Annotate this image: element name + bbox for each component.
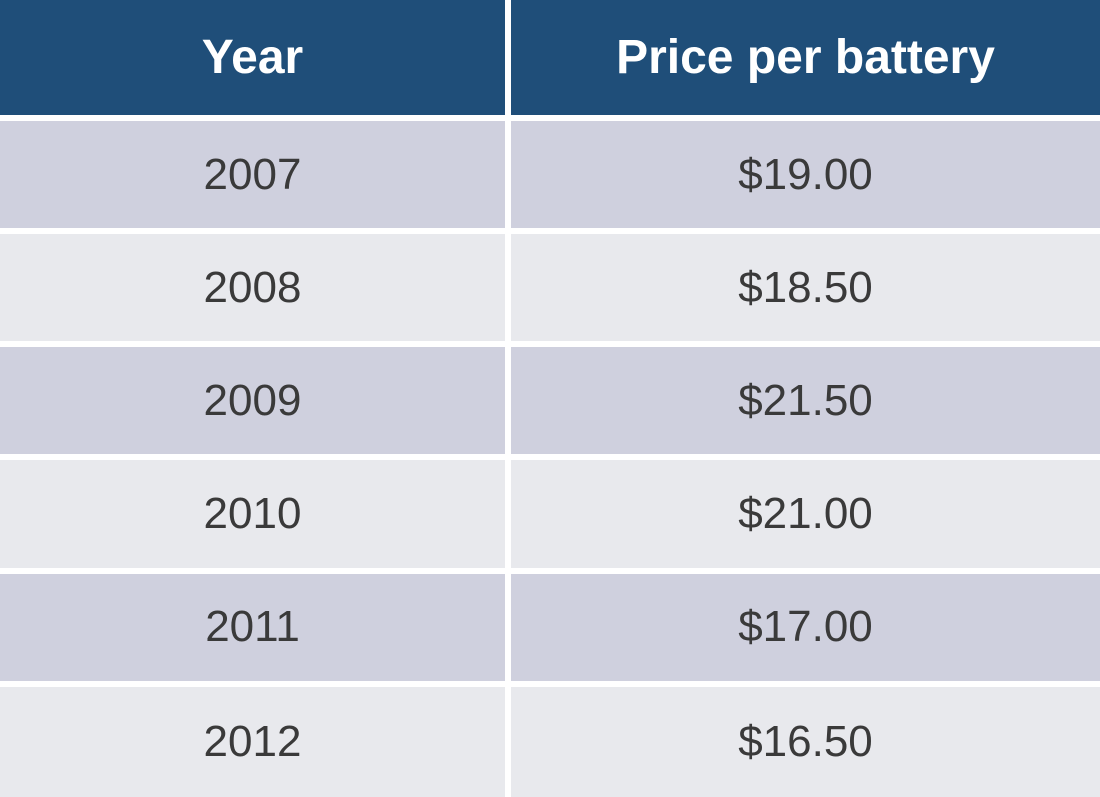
cell-price: $17.00 xyxy=(508,571,1100,684)
table-row: 2010 $21.00 xyxy=(0,457,1100,570)
cell-year: 2009 xyxy=(0,344,508,457)
cell-price: $21.00 xyxy=(508,457,1100,570)
cell-year: 2010 xyxy=(0,457,508,570)
cell-year: 2011 xyxy=(0,571,508,684)
table-row: 2012 $16.50 xyxy=(0,684,1100,797)
cell-year: 2008 xyxy=(0,231,508,344)
cell-year: 2007 xyxy=(0,118,508,231)
cell-year: 2012 xyxy=(0,684,508,797)
table-row: 2008 $18.50 xyxy=(0,231,1100,344)
cell-price: $21.50 xyxy=(508,344,1100,457)
price-table: Year Price per battery 2007 $19.00 2008 … xyxy=(0,0,1100,797)
cell-price: $16.50 xyxy=(508,684,1100,797)
table-row: 2009 $21.50 xyxy=(0,344,1100,457)
table-header-row: Year Price per battery xyxy=(0,0,1100,118)
table-row: 2011 $17.00 xyxy=(0,571,1100,684)
cell-price: $18.50 xyxy=(508,231,1100,344)
cell-price: $19.00 xyxy=(508,118,1100,231)
column-header-price: Price per battery xyxy=(508,0,1100,118)
column-header-year: Year xyxy=(0,0,508,118)
table-row: 2007 $19.00 xyxy=(0,118,1100,231)
